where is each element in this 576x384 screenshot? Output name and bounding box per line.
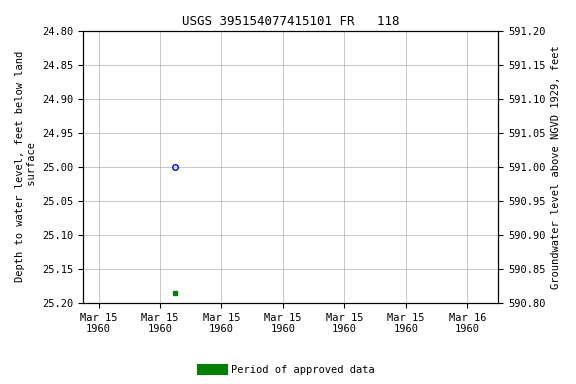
Y-axis label: Groundwater level above NGVD 1929, feet: Groundwater level above NGVD 1929, feet	[551, 45, 561, 289]
Y-axis label: Depth to water level, feet below land
 surface: Depth to water level, feet below land su…	[15, 51, 37, 283]
Legend: Period of approved data: Period of approved data	[198, 361, 378, 379]
Title: USGS 395154077415101 FR   118: USGS 395154077415101 FR 118	[182, 15, 399, 28]
